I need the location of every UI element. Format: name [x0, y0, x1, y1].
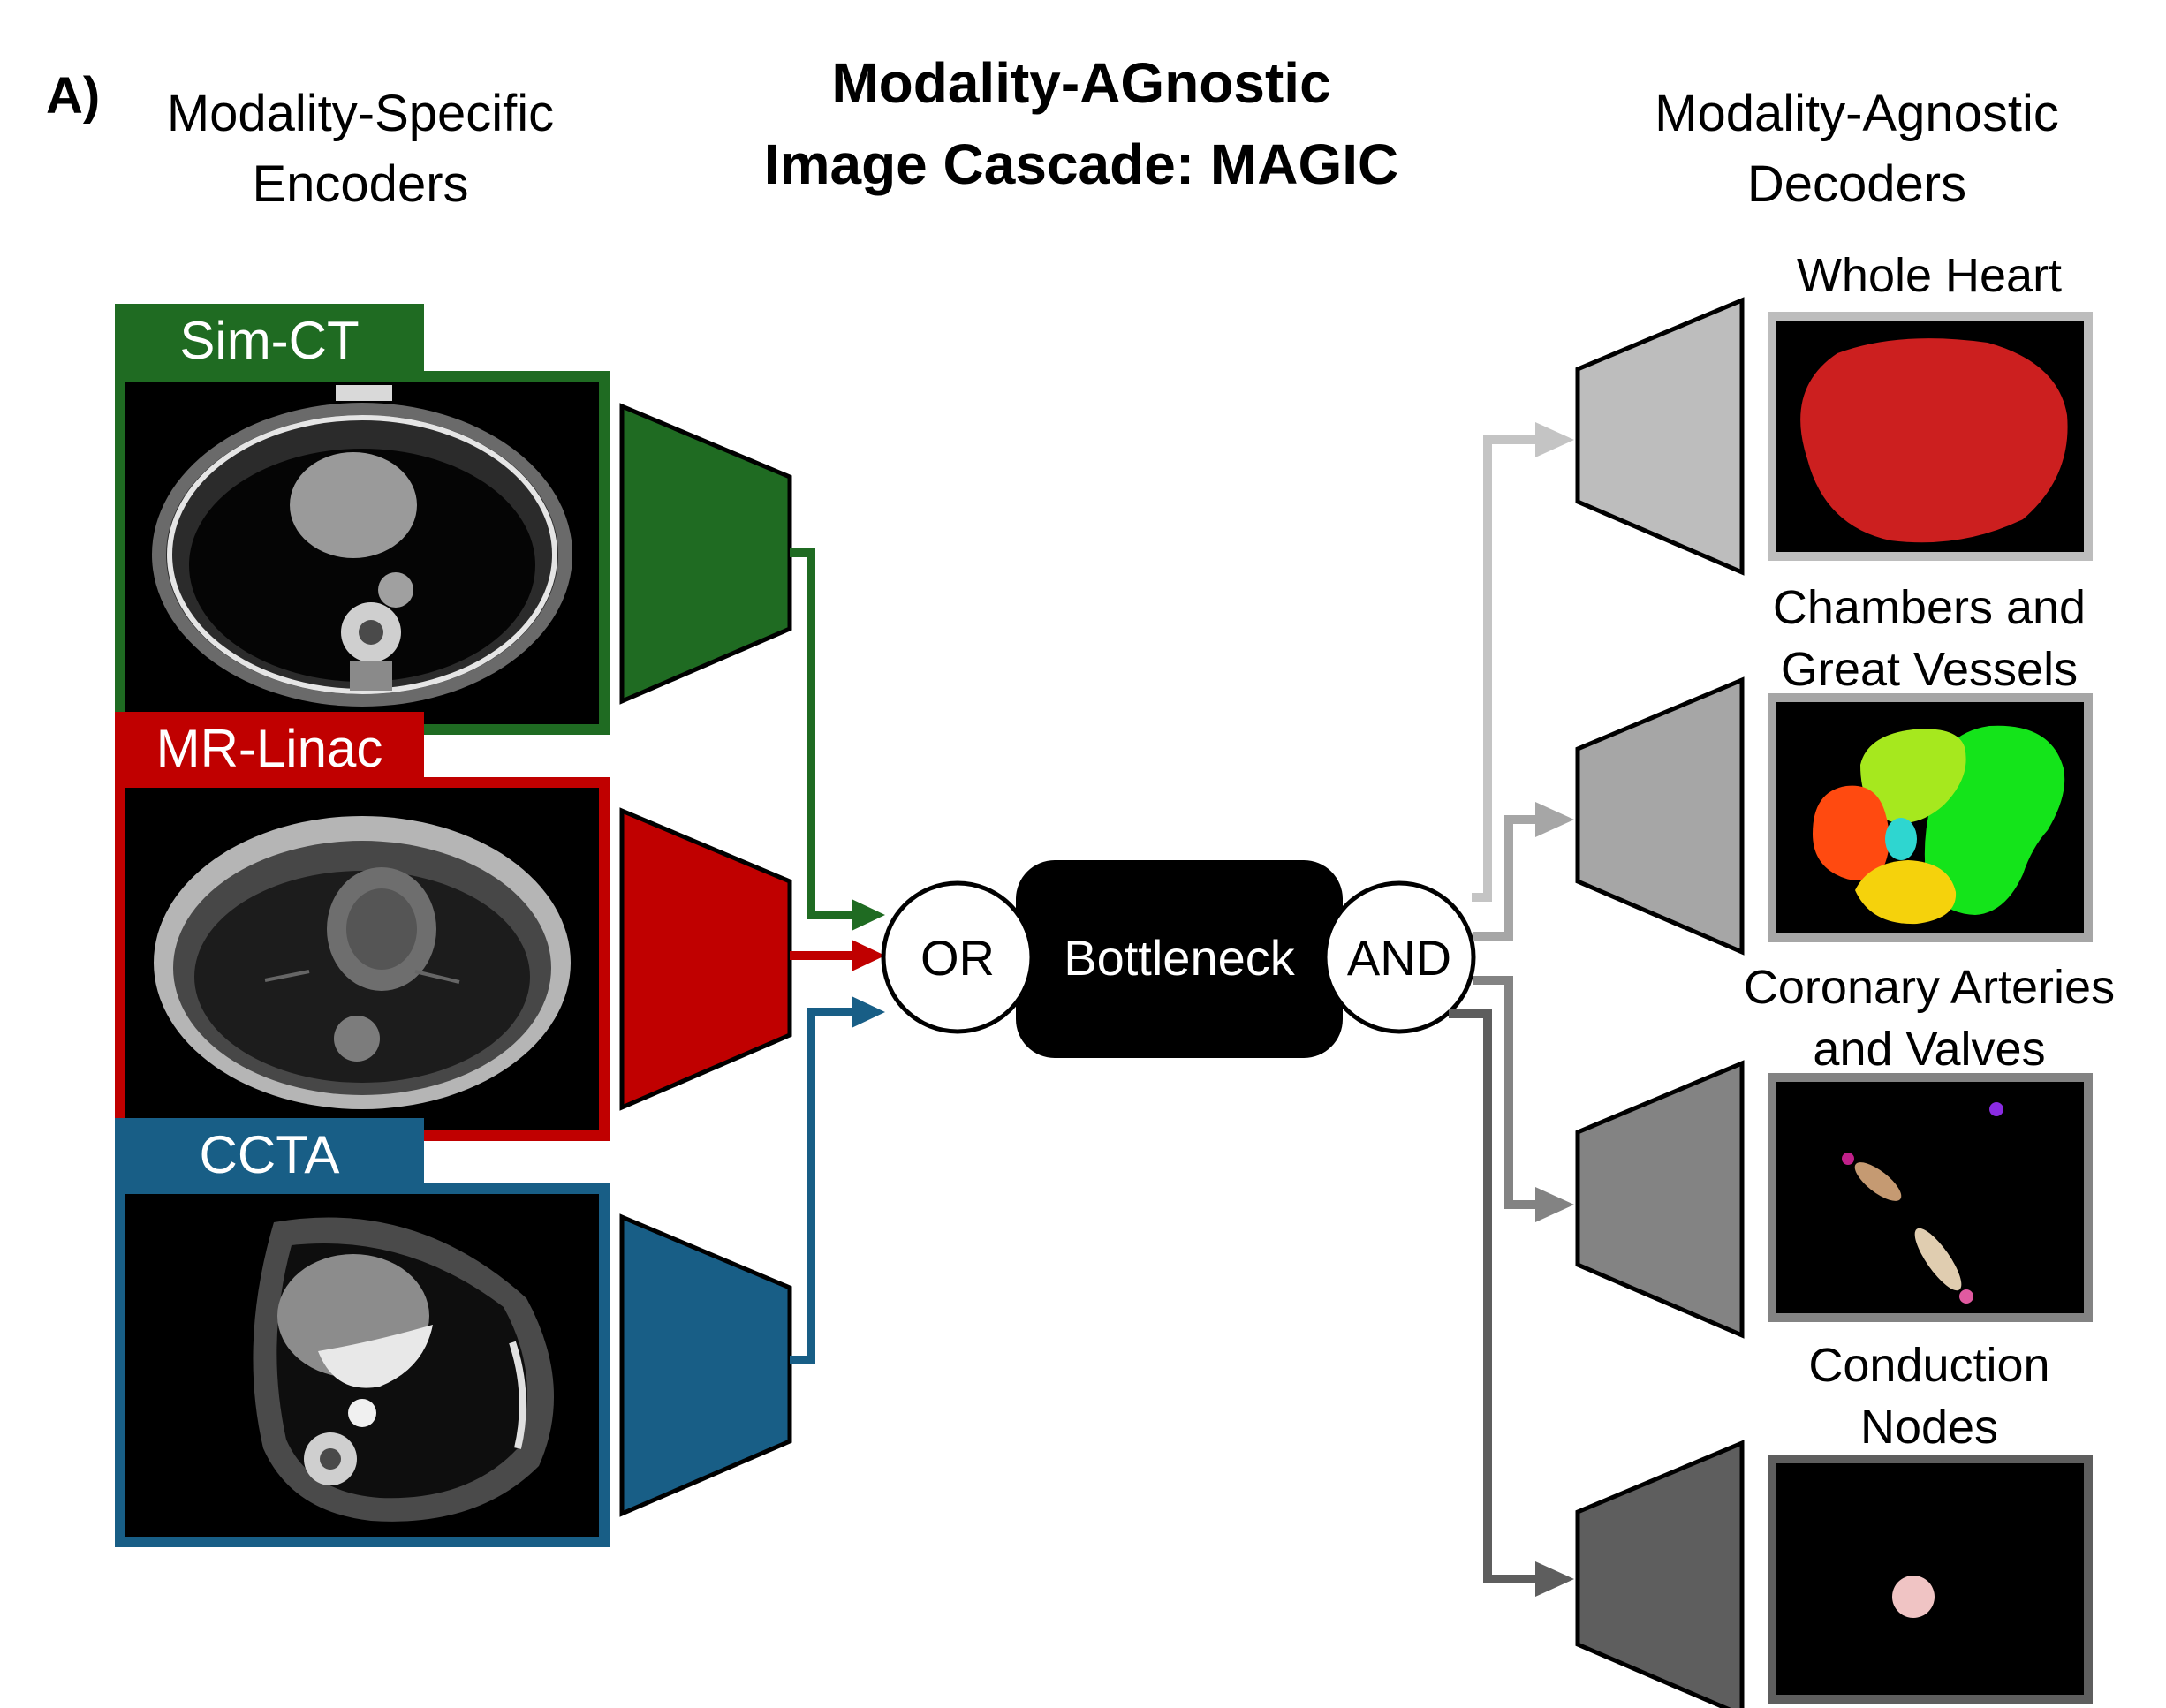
bottleneck-label: Bottleneck	[1064, 930, 1295, 986]
whole-heart-mask	[1800, 338, 2068, 543]
decoder-block-coronary	[1575, 1060, 1745, 1339]
or-node-label: OR	[920, 930, 995, 986]
encoder-sim-ct: Sim-CT	[115, 304, 610, 735]
modality-tab-ccta	[115, 1118, 424, 1185]
encoder-block-mr-linac	[619, 807, 792, 1111]
mr-linac-scan-image	[154, 816, 571, 1109]
coronary-mask	[1842, 1102, 2003, 1304]
arrow-mr-linac-to-or	[790, 940, 885, 971]
output-label-chambers-line1: Chambers and	[1773, 581, 2086, 634]
encoder-mr-linac: MR-Linac	[115, 712, 610, 1141]
arrow-and-to-conduction	[1449, 1009, 1574, 1597]
encoders-heading-line2: Encoders	[252, 155, 468, 213]
encoders-heading-line1: Modality-Specific	[167, 85, 554, 142]
or-node	[881, 880, 1034, 1034]
aorta-mask	[1885, 818, 1917, 860]
modality-label-mr-linac: MR-Linac	[156, 719, 383, 778]
output-label-whole-heart: Whole Heart	[1797, 249, 2062, 302]
decoders-heading-line2: Decoders	[1747, 155, 1966, 213]
decoder-block-chambers	[1575, 676, 1745, 956]
diagram-title-line2: Image Cascade: MAGIC	[764, 132, 1398, 196]
output-label-chambers-line2: Great Vessels	[1781, 643, 2078, 696]
modality-tab-mr-linac	[115, 712, 424, 779]
output-label-coronary-line1: Coronary Arteries	[1744, 961, 2115, 1014]
arrow-and-to-chambers	[1473, 802, 1574, 941]
and-node-label: AND	[1347, 930, 1451, 986]
modality-tab-sim-ct	[115, 304, 424, 371]
arrow-ccta-to-or	[790, 996, 885, 1364]
and-node	[1322, 880, 1476, 1034]
encoder-ccta: CCTA	[115, 1118, 610, 1547]
modality-label-sim-ct: Sim-CT	[179, 311, 359, 370]
bottleneck-block	[1016, 860, 1343, 1058]
conduction-node-mask	[1892, 1576, 1935, 1618]
panel-label: A)	[46, 67, 100, 125]
output-frame-conduction	[1768, 1455, 2093, 1704]
ccta-scan-image	[253, 1217, 555, 1522]
decoder-block-conduction	[1575, 1440, 1745, 1708]
decoders-heading-line1: Modality-Agnostic	[1655, 85, 2059, 142]
output-label-conduction-line2: Nodes	[1860, 1401, 1998, 1454]
sim-ct-scan-image	[152, 385, 572, 707]
arrow-and-to-coronary	[1473, 976, 1574, 1222]
arrow-sim-ct-to-or	[790, 548, 885, 931]
output-label-conduction-line1: Conduction	[1808, 1339, 2049, 1392]
chambers-mask	[1813, 725, 2065, 925]
encoder-block-ccta	[619, 1213, 792, 1517]
output-label-coronary-line2: and Valves	[1813, 1023, 2045, 1076]
diagram-title-line1: Modality-AGnostic	[831, 51, 1330, 115]
output-frame-coronary	[1768, 1073, 2093, 1322]
decoder-block-whole-heart	[1575, 297, 1745, 576]
encoder-block-sim-ct	[619, 403, 792, 705]
arrow-and-to-whole-heart	[1472, 422, 1574, 902]
modality-label-ccta: CCTA	[200, 1125, 340, 1184]
